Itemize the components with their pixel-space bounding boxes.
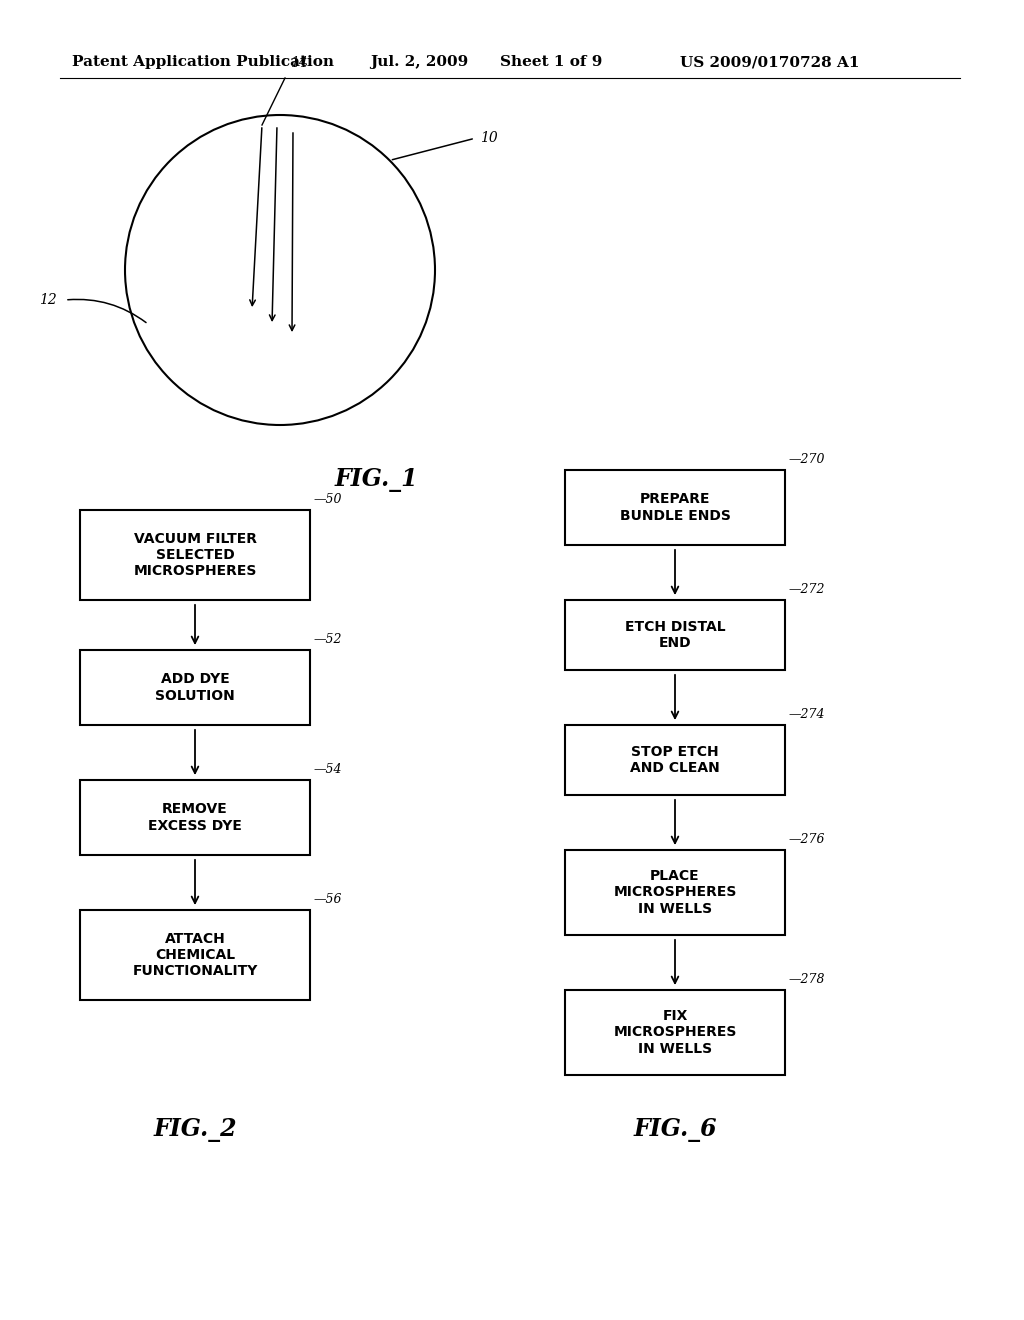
Text: FIG._1: FIG._1 <box>335 469 419 492</box>
Text: 10: 10 <box>480 131 498 145</box>
Text: —272: —272 <box>790 583 825 597</box>
Text: —270: —270 <box>790 453 825 466</box>
Text: FIG._2: FIG._2 <box>154 1118 237 1142</box>
Text: Jul. 2, 2009: Jul. 2, 2009 <box>370 55 468 69</box>
FancyBboxPatch shape <box>80 510 310 601</box>
Text: US 2009/0170728 A1: US 2009/0170728 A1 <box>680 55 859 69</box>
Text: —278: —278 <box>790 973 825 986</box>
Text: FIX
MICROSPHERES
IN WELLS: FIX MICROSPHERES IN WELLS <box>613 1010 736 1056</box>
FancyBboxPatch shape <box>565 990 785 1074</box>
FancyBboxPatch shape <box>80 909 310 1001</box>
Text: —274: —274 <box>790 708 825 721</box>
Text: 12: 12 <box>39 293 57 308</box>
Text: ETCH DISTAL
END: ETCH DISTAL END <box>625 620 725 651</box>
Text: VACUUM FILTER
SELECTED
MICROSPHERES: VACUUM FILTER SELECTED MICROSPHERES <box>133 532 257 578</box>
Text: ADD DYE
SOLUTION: ADD DYE SOLUTION <box>155 672 234 702</box>
Text: REMOVE
EXCESS DYE: REMOVE EXCESS DYE <box>148 803 242 833</box>
Text: —50: —50 <box>314 492 342 506</box>
Text: Patent Application Publication: Patent Application Publication <box>72 55 334 69</box>
FancyBboxPatch shape <box>565 601 785 671</box>
Text: PLACE
MICROSPHERES
IN WELLS: PLACE MICROSPHERES IN WELLS <box>613 870 736 916</box>
Text: —52: —52 <box>314 634 342 645</box>
Text: STOP ETCH
AND CLEAN: STOP ETCH AND CLEAN <box>630 744 720 775</box>
FancyBboxPatch shape <box>565 725 785 795</box>
Text: —54: —54 <box>314 763 342 776</box>
FancyBboxPatch shape <box>80 780 310 855</box>
Text: FIG._6: FIG._6 <box>633 1118 717 1142</box>
Text: ATTACH
CHEMICAL
FUNCTIONALITY: ATTACH CHEMICAL FUNCTIONALITY <box>132 932 258 978</box>
Text: 14: 14 <box>290 55 308 70</box>
Text: —276: —276 <box>790 833 825 846</box>
FancyBboxPatch shape <box>565 470 785 545</box>
FancyBboxPatch shape <box>565 850 785 935</box>
FancyBboxPatch shape <box>80 649 310 725</box>
Text: PREPARE
BUNDLE ENDS: PREPARE BUNDLE ENDS <box>620 492 730 523</box>
Text: Sheet 1 of 9: Sheet 1 of 9 <box>500 55 602 69</box>
Text: —56: —56 <box>314 894 342 906</box>
